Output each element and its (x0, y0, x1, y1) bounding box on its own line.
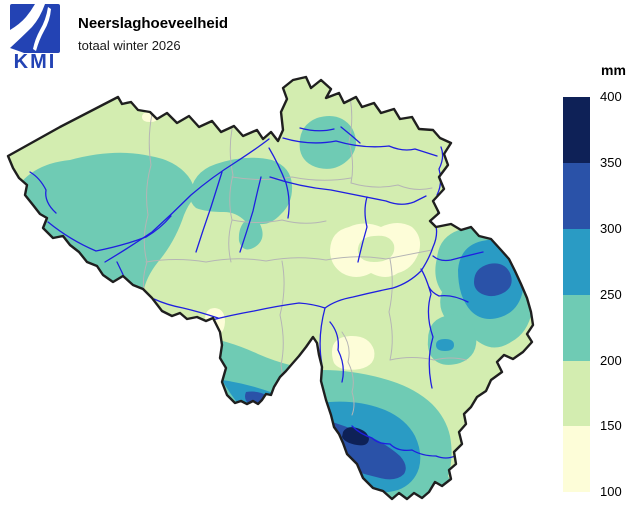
contour-region-300-350-east (474, 263, 512, 297)
river-nete-branch (340, 126, 361, 144)
river-lines (29, 126, 484, 459)
contour-region-250-300-east-small (436, 339, 454, 351)
contour-region-350-400-south (342, 427, 369, 446)
legend-segment-200-250 (563, 295, 590, 361)
river-demer (269, 176, 427, 205)
legend-segment-350-400 (563, 97, 590, 163)
river-leie (47, 215, 172, 252)
river-vesdre (432, 251, 484, 262)
legend-tick-200: 200 (600, 353, 622, 368)
legend-tick-350: 350 (600, 155, 622, 170)
river-dijle (268, 147, 290, 219)
river-nete (282, 137, 438, 157)
river-kempen-canal (299, 127, 335, 132)
river-haine (153, 298, 219, 319)
legend-segment-150-200 (563, 361, 590, 426)
legend-segment-300-350 (563, 163, 590, 229)
contour-region-200-250-center (190, 157, 293, 250)
river-ourthe (420, 268, 434, 389)
legend-segment-250-300 (563, 229, 590, 295)
page-subtitle: totaal winter 2026 (78, 38, 181, 53)
river-lesse (329, 321, 344, 383)
river-senne (239, 176, 262, 253)
legend-tick-400: 400 (600, 89, 622, 104)
legend-tick-300: 300 (600, 221, 622, 236)
river-scheldt (104, 138, 270, 263)
page-title: Neerslaghoeveelheid (78, 15, 229, 32)
river-gete (357, 196, 368, 263)
river-meuse (319, 146, 444, 417)
legend-tick-100: 100 (600, 484, 622, 499)
river-dender (195, 171, 223, 253)
legend-segment-100-150 (563, 426, 590, 492)
river-yser (29, 171, 57, 214)
river-sambre (207, 302, 326, 322)
legend-tick-250: 250 (600, 287, 622, 302)
belgium-outline (6, 75, 535, 501)
legend-unit-label: mm (601, 62, 626, 78)
contour-region-hesbaye-inner-green (357, 235, 395, 262)
river-ambleve (428, 286, 469, 303)
legend-tick-150: 150 (600, 418, 622, 433)
kmi-logo-text: KMI (13, 51, 57, 73)
river-semois (351, 425, 460, 459)
kmi-logo-icon (10, 4, 60, 53)
contour-region-200-250-east-small (427, 314, 477, 365)
